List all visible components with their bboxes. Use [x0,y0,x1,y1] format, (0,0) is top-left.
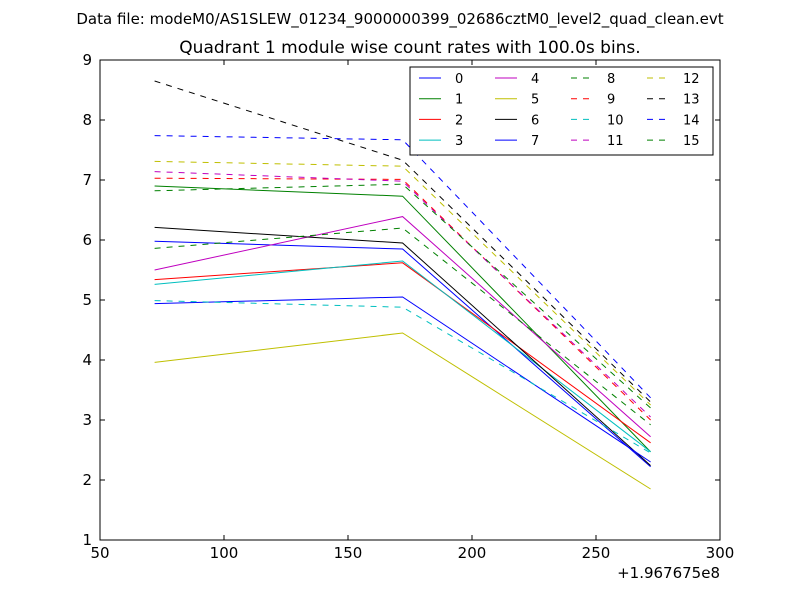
series-line-6 [154,226,651,466]
series-line-2 [154,262,651,444]
legend-label-8: 8 [607,72,615,87]
series-line-3 [154,260,651,453]
legend-label-5: 5 [531,93,539,108]
data-file-suptitle: Data file: modeM0/AS1SLEW_01234_90000003… [76,10,723,29]
x-tick-label-250: 250 [582,544,611,562]
legend-label-11: 11 [607,134,624,149]
x-tick-label-150: 150 [334,544,363,562]
series-layer [154,80,651,490]
legend-label-12: 12 [683,72,700,87]
series-line-11 [154,171,651,418]
legend-label-1: 1 [455,93,463,108]
y-tick-label-3: 3 [82,411,92,429]
legend-label-13: 13 [683,93,700,108]
series-line-8 [154,227,651,426]
x-tick-label-300: 300 [706,544,735,562]
x-tick-label-200: 200 [458,544,487,562]
series-line-4 [154,216,651,438]
legend-label-3: 3 [455,134,463,149]
legend-label-10: 10 [607,113,624,128]
legend-label-0: 0 [455,72,463,87]
y-tick-label-5: 5 [82,291,92,309]
x-axis: 50 100 150 200 250 300 [90,60,734,562]
legend-label-14: 14 [683,113,700,128]
legend-label-7: 7 [531,134,539,149]
y-tick-label-1: 1 [82,531,92,549]
y-tick-label-4: 4 [82,351,92,369]
x-tick-label-100: 100 [210,544,239,562]
y-tick-label-2: 2 [82,471,92,489]
series-line-15 [154,183,651,409]
y-tick-label-9: 9 [82,51,92,69]
legend-label-9: 9 [607,93,615,108]
series-line-9 [154,177,651,421]
series-line-13 [154,80,651,403]
chart-title: Quadrant 1 module wise count rates with … [179,38,640,58]
series-line-10 [154,300,651,454]
series-line-7 [154,296,651,463]
y-tick-label-6: 6 [82,231,92,249]
series-line-0 [154,240,651,468]
y-tick-label-8: 8 [82,111,92,129]
series-line-12 [154,160,651,406]
legend-label-15: 15 [683,134,700,149]
series-line-5 [154,332,651,490]
y-tick-label-7: 7 [82,171,92,189]
x-offset-label: +1.967675e8 [617,564,720,582]
legend-label-6: 6 [531,113,539,128]
x-tick-label-50: 50 [90,544,109,562]
series-line-1 [154,185,651,453]
legend-label-4: 4 [531,72,539,87]
legend-label-2: 2 [455,113,463,128]
